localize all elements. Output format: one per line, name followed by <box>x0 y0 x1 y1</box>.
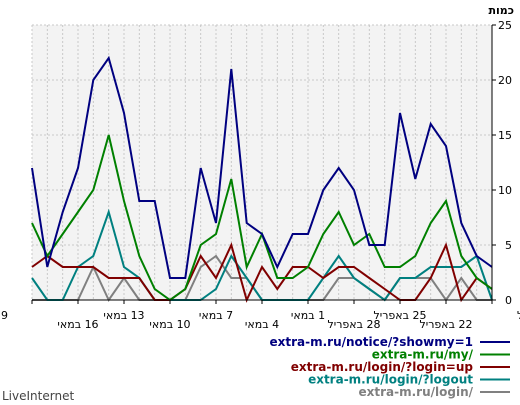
x-tick-label: 19 במאי <box>0 309 8 322</box>
legend-label: extra-m.ru/my/ <box>372 348 474 362</box>
legend-label: extra-m.ru/login/?logout <box>308 373 473 387</box>
series-line <box>31 55 493 279</box>
y-tick-label: 5 <box>505 239 512 252</box>
footer-brand: LiveInternet <box>2 389 74 403</box>
x-tick-label: 7 במאי <box>199 309 233 322</box>
grid <box>31 24 493 301</box>
x-tick-label: 10 במאי <box>149 318 190 331</box>
y-tick-label: 25 <box>498 19 512 32</box>
x-tick-label: 4 במאי <box>245 318 279 331</box>
legend-label: extra-m.ru/login/ <box>358 385 473 399</box>
y-tick-label: 10 <box>498 184 512 197</box>
x-tick-label: 13 במאי <box>103 309 144 322</box>
x-tick-label: 25 באפריל <box>374 309 427 322</box>
x-tick-label: 28 באפריל <box>328 318 381 331</box>
y-tick-label: 0 <box>505 294 512 307</box>
y-tick-labels: 0 5 10 15 20 25 <box>498 19 512 307</box>
legend-label: extra-m.ru/notice/?showmy=1 <box>270 335 474 349</box>
y-tick-label: 15 <box>498 129 512 142</box>
legend-label: extra-m.ru/login/?login=up <box>291 360 474 374</box>
x-tick-label: 19 באפריל <box>517 309 520 322</box>
x-tick-label: 16 במאי <box>57 318 98 331</box>
y-axis-label: כמות <box>489 4 514 17</box>
legend: extra-m.ru/notice/?showmy=1extra-m.ru/my… <box>270 335 510 399</box>
y-tick-label: 20 <box>498 74 512 87</box>
x-tick-label: 1 במאי <box>291 309 325 322</box>
x-tick-label: 22 באפריל <box>420 318 473 331</box>
